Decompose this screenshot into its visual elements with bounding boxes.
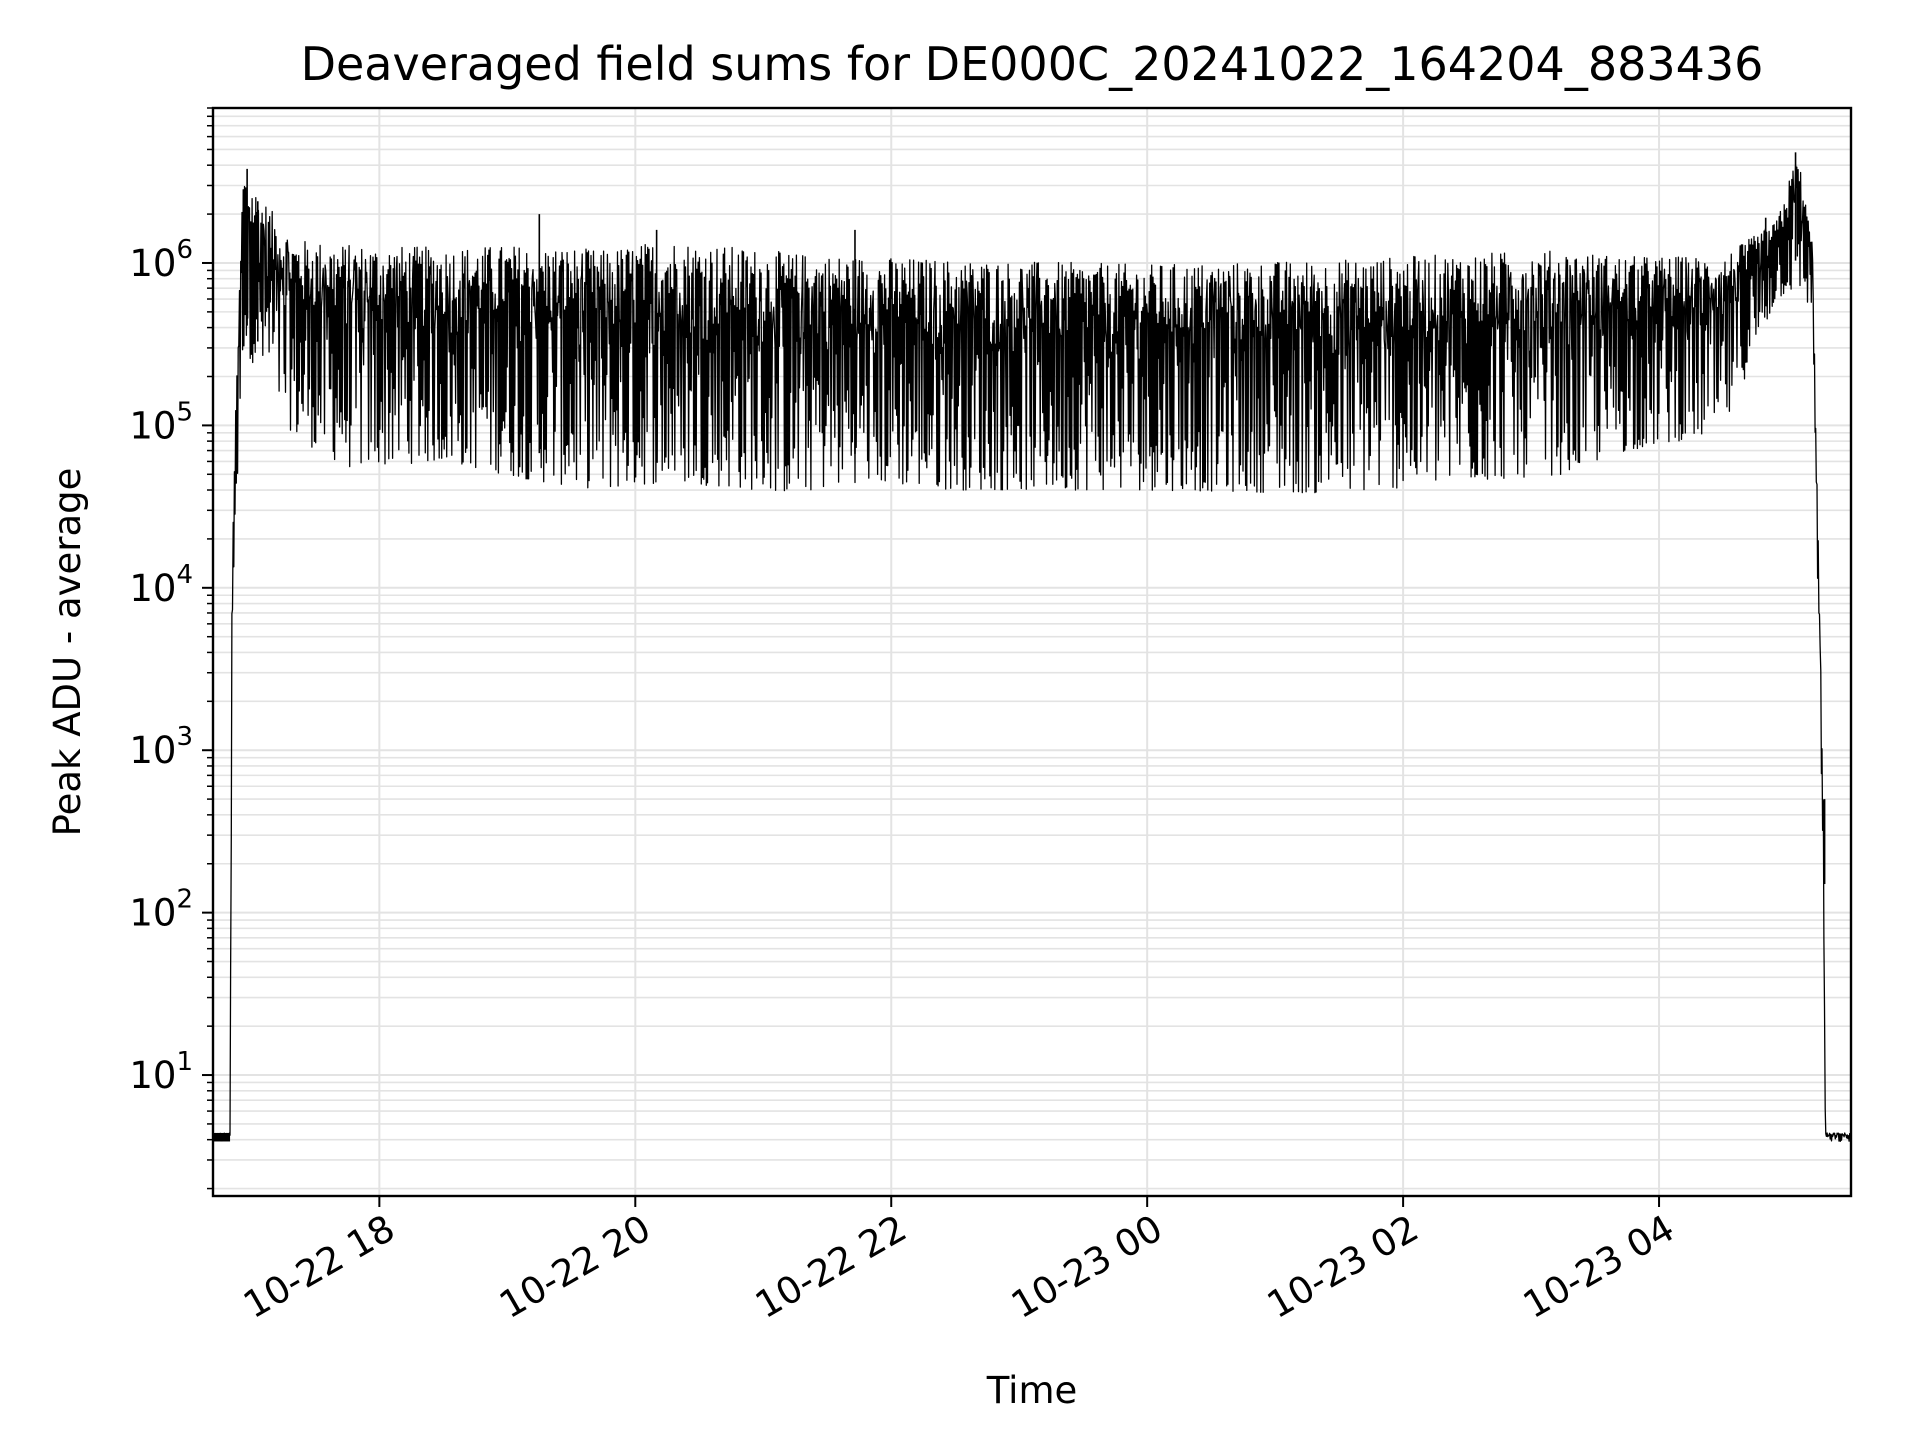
y-tick-label: 103 bbox=[129, 722, 193, 772]
y-tick-exponent: 5 bbox=[176, 397, 193, 427]
y-tick-exponent: 6 bbox=[176, 235, 193, 265]
y-axis-label: Peak ADU - average bbox=[46, 468, 89, 837]
series-line bbox=[213, 164, 1851, 1142]
x-axis-label: Time bbox=[986, 1369, 1078, 1412]
y-tick-base: 10 bbox=[129, 404, 176, 447]
chart-title: Deaveraged field sums for DE000C_2024102… bbox=[301, 37, 1764, 91]
series-baseline bbox=[1823, 799, 1826, 885]
y-tick-exponent: 1 bbox=[176, 1047, 193, 1077]
series-baseline bbox=[213, 1132, 231, 1142]
y-tick-base: 10 bbox=[129, 1054, 176, 1097]
y-tick-label: 106 bbox=[129, 235, 193, 285]
y-tick-label: 105 bbox=[129, 397, 193, 447]
y-tick-label: 102 bbox=[129, 885, 193, 935]
plot-area bbox=[213, 152, 1851, 1142]
y-tick-label: 101 bbox=[129, 1047, 193, 1097]
y-tick-label: 104 bbox=[129, 560, 193, 610]
y-tick-base: 10 bbox=[129, 892, 176, 935]
y-tick-base: 10 bbox=[129, 567, 176, 610]
y-tick-exponent: 3 bbox=[176, 722, 193, 752]
y-tick-base: 10 bbox=[129, 242, 176, 285]
y-tick-exponent: 4 bbox=[176, 560, 193, 590]
y-tick-exponent: 2 bbox=[176, 885, 193, 915]
y-tick-base: 10 bbox=[129, 729, 176, 772]
